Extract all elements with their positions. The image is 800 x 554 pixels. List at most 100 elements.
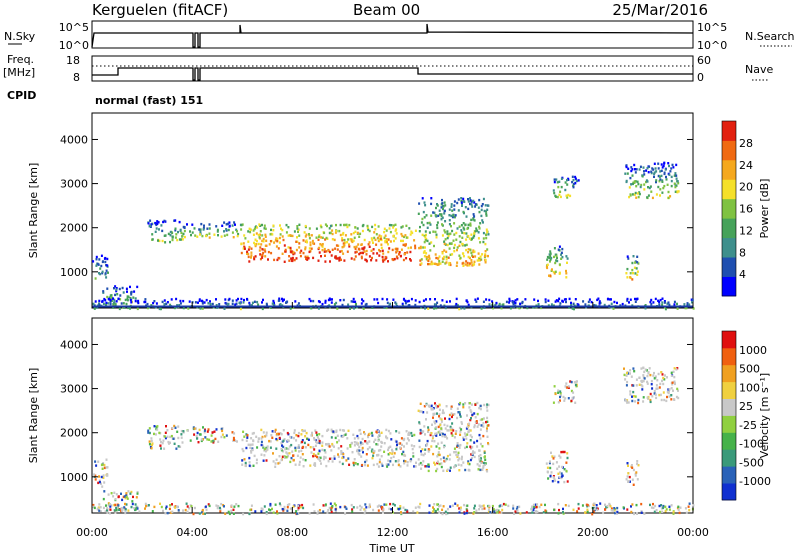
freq-tick-top: 18: [66, 54, 80, 67]
range-gate-cell: [471, 452, 474, 455]
range-gate-cell: [624, 172, 627, 175]
range-gate-cell: [92, 260, 95, 263]
range-gate-cell: [347, 303, 350, 306]
range-gate-cell: [180, 433, 183, 436]
range-gate-cell: [265, 511, 268, 514]
range-gate-cell: [469, 224, 472, 227]
range-gate-cell: [373, 440, 375, 444]
range-gate-cell: [519, 302, 522, 305]
range-gate-cell: [465, 511, 468, 515]
range-gate-cell: [420, 262, 423, 265]
range-gate-cell: [643, 170, 645, 173]
range-gate-cell: [482, 465, 485, 468]
range-gate-cell: [456, 248, 458, 252]
range-gate-cell: [483, 456, 486, 459]
range-gate-cell: [418, 439, 421, 442]
range-gate-cell: [395, 251, 398, 254]
range-gate-cell: [493, 510, 496, 513]
range-gate-cell: [637, 182, 640, 186]
range-gate-cell: [482, 434, 485, 438]
echo-region: [552, 175, 580, 199]
range-gate-cell: [403, 462, 406, 465]
range-gate-cell: [257, 440, 260, 443]
range-gate-cell: [643, 377, 646, 380]
range-gate-cell: [366, 447, 369, 451]
range-gate-cell: [300, 249, 303, 252]
range-gate-cell: [331, 238, 334, 241]
range-gate-cell: [425, 214, 428, 217]
range-gate-cell: [566, 386, 569, 389]
range-gate-cell: [226, 222, 229, 226]
range-gate-cell: [324, 254, 326, 257]
range-gate-cell: [564, 397, 567, 400]
range-gate-cell: [648, 165, 651, 168]
range-gate-cell: [434, 432, 437, 436]
range-gate-cell: [457, 454, 460, 457]
range-gate-cell: [488, 303, 491, 306]
range-gate-cell: [109, 300, 112, 303]
range-gate-cell: [584, 511, 587, 514]
range-gate-cell: [442, 207, 444, 211]
range-gate-cell: [243, 435, 246, 438]
range-gate-cell: [328, 227, 331, 230]
range-gate-cell: [345, 507, 348, 510]
range-gate-cell: [667, 162, 670, 165]
range-gate-cell: [393, 239, 395, 243]
range-gate-cell: [112, 495, 115, 498]
range-gate-cell: [295, 510, 298, 513]
range-gate-cell: [422, 210, 425, 214]
range-gate-cell: [422, 453, 425, 457]
range-gate-cell: [436, 301, 439, 304]
range-gate-cell: [355, 250, 358, 254]
range-gate-cell: [389, 445, 392, 448]
range-gate-cell: [211, 440, 214, 443]
range-gate-cell: [676, 302, 678, 306]
range-gate-cell: [642, 400, 645, 403]
range-gate-cell: [375, 259, 378, 262]
range-gate-cell: [577, 179, 580, 182]
range-gate-cell: [425, 403, 428, 407]
range-gate-cell: [453, 216, 456, 219]
range-gate-cell: [637, 262, 640, 265]
range-gate-cell: [667, 196, 670, 200]
range-gate-cell: [231, 299, 234, 302]
range-gate-cell: [297, 444, 300, 447]
range-gate-cell: [385, 238, 388, 241]
range-gate-cell: [669, 195, 672, 198]
range-gate-cell: [595, 507, 598, 510]
range-gate-cell: [691, 301, 693, 304]
range-gate-cell: [472, 213, 475, 216]
range-gate-cell: [460, 464, 463, 467]
range-gate-cell: [366, 226, 369, 229]
range-gate-cell: [557, 401, 560, 404]
range-gate-cell: [433, 461, 436, 464]
range-gate-cell: [559, 302, 562, 305]
range-gate-cell: [434, 303, 437, 306]
range-gate-cell: [384, 255, 387, 259]
range-gate-cell: [353, 236, 356, 239]
range-gate-cell: [240, 242, 243, 245]
range-gate-cell: [548, 253, 551, 256]
range-gate-cell: [410, 444, 413, 447]
range-gate-cell: [325, 443, 328, 446]
range-gate-cell: [553, 477, 556, 481]
range-gate-cell: [553, 508, 556, 512]
range-gate-cell: [103, 463, 106, 467]
range-gate-cell: [94, 478, 97, 481]
range-gate-cell: [480, 307, 483, 310]
range-gate-cell: [562, 512, 565, 515]
range-gate-cell: [631, 268, 634, 272]
range-gate-cell: [296, 446, 299, 449]
range-gate-cell: [186, 505, 189, 508]
range-gate-cell: [672, 389, 674, 392]
range-gate-cell: [366, 224, 369, 228]
range-gate-cell: [291, 259, 294, 263]
colorbar-swatch: [722, 449, 736, 467]
range-gate-cell: [685, 306, 688, 310]
range-gate-cell: [107, 302, 110, 305]
range-gate-cell: [340, 450, 343, 454]
range-gate-cell: [333, 502, 336, 505]
range-gate-cell: [377, 435, 380, 439]
range-gate-cell: [125, 503, 128, 506]
nave-tick-bottom: 0: [697, 71, 704, 84]
